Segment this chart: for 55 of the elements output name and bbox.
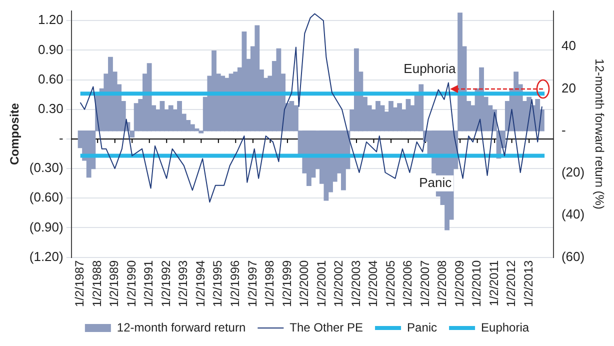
bar bbox=[276, 48, 282, 132]
y2-tick-label: (20) bbox=[561, 164, 585, 180]
x-tick-label: 1/2/1994 bbox=[193, 260, 208, 308]
legend-label: 12-month forward return bbox=[116, 320, 246, 334]
x-tick-label: 1/2/2013 bbox=[521, 260, 536, 308]
x-tick-label: 1/2/1999 bbox=[280, 260, 294, 308]
x-tick-label: 1/2/2006 bbox=[400, 260, 415, 308]
y-tick-label: 0.90 bbox=[38, 42, 64, 57]
x-tick-label: 1/2/2001 bbox=[314, 260, 328, 308]
x-tick-label: 1/2/2003 bbox=[348, 260, 363, 308]
x-tick-label: 1/2/1995 bbox=[210, 260, 225, 308]
x-tick-label: 1/2/1991 bbox=[142, 260, 156, 308]
y2-tick-label: - bbox=[561, 122, 566, 138]
bar bbox=[289, 101, 294, 132]
x-tick-label: 1/2/1988 bbox=[90, 260, 104, 308]
x-tick-label: 1/2/2007 bbox=[418, 260, 432, 308]
y-tick-label: 0.60 bbox=[38, 71, 64, 86]
y-tick-label: (1.20) bbox=[29, 248, 64, 264]
x-tick-label: 1/2/2012 bbox=[504, 260, 518, 308]
x-tick-label: 1/2/1997 bbox=[245, 260, 260, 308]
y-tick-label: 1.20 bbox=[38, 12, 64, 28]
x-tick-label: 1/2/2010 bbox=[470, 260, 484, 308]
y2-axis-title: 12-month forward return (%) bbox=[592, 58, 606, 210]
y-axis-title: Composite bbox=[8, 102, 22, 166]
annotation: Panic bbox=[419, 174, 452, 190]
bar bbox=[397, 103, 402, 132]
y-tick-label: (0.90) bbox=[29, 219, 64, 234]
x-tick-label: 1/2/2004 bbox=[366, 260, 380, 308]
x-tick-label: 1/2/2009 bbox=[452, 260, 466, 308]
legend-label: Panic bbox=[407, 320, 438, 334]
bar bbox=[254, 25, 260, 132]
x-tick-label: 1/2/1990 bbox=[124, 260, 138, 308]
x-tick-label: 1/2/2005 bbox=[383, 260, 398, 308]
x-tick-label: 1/2/2011 bbox=[486, 260, 501, 306]
annotation: Euphoria bbox=[404, 61, 456, 76]
y-tick-label: (0.60) bbox=[29, 190, 64, 205]
x-tick-label: 1/2/2002 bbox=[332, 260, 346, 308]
bar bbox=[190, 124, 195, 132]
legend-label: Euphoria bbox=[481, 320, 530, 334]
legend-label: The Other PE bbox=[290, 320, 364, 334]
y-tick-label: (0.30) bbox=[29, 160, 64, 176]
y2-tick-label: (60) bbox=[561, 248, 585, 264]
x-tick-label: 1/2/2000 bbox=[297, 260, 312, 308]
x-tick-label: 1/2/1998 bbox=[262, 260, 277, 308]
y-tick-label: - bbox=[59, 130, 64, 146]
x-tick-label: 1/2/1989 bbox=[107, 260, 122, 308]
x-tick-label: 1/2/1996 bbox=[228, 260, 242, 308]
x-tick-label: 1/2/1993 bbox=[176, 260, 190, 308]
y2-tick-label: 20 bbox=[561, 80, 576, 96]
y2-tick-label: (40) bbox=[561, 206, 585, 222]
y2-tick-label: 40 bbox=[561, 38, 576, 54]
y-tick-label: 0.30 bbox=[38, 100, 64, 116]
x-tick-label: 1/2/2008 bbox=[435, 260, 450, 308]
x-tick-label: 1/2/1987 bbox=[72, 260, 87, 308]
x-tick-label: 1/2/1992 bbox=[158, 260, 173, 308]
